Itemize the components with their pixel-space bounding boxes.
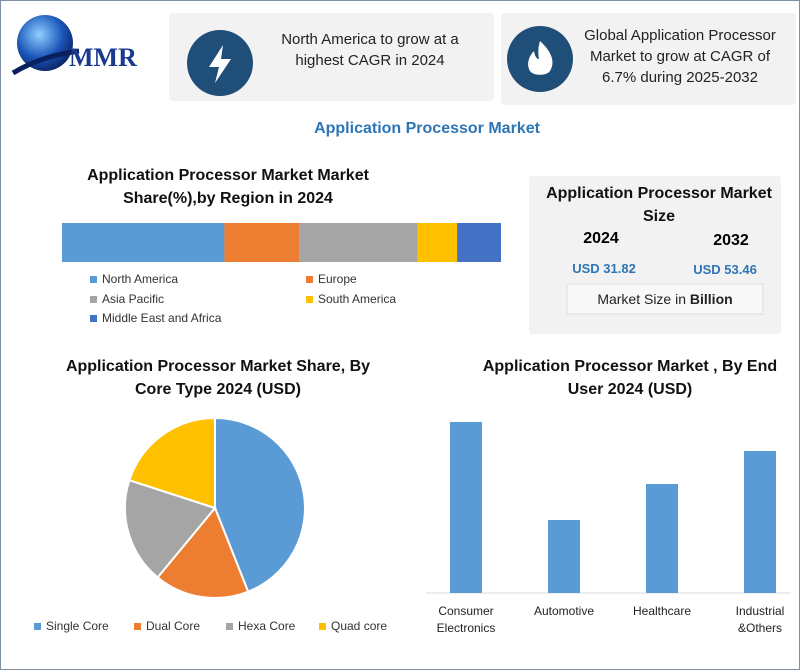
x-tick-label: Healthcare	[632, 604, 692, 618]
year: 2032	[713, 232, 749, 249]
bar-segment	[224, 223, 300, 262]
bar	[450, 422, 482, 593]
x-tick-label: Industrial &Others	[735, 604, 785, 635]
legend-label: Quad core	[331, 619, 388, 633]
legend-swatch	[90, 295, 97, 303]
legend-label: Dual Core	[146, 619, 201, 633]
legend-label: South America	[318, 291, 397, 306]
x-tick-label: Automotive	[533, 604, 595, 618]
size-title: Application Processor Market Size	[546, 185, 772, 225]
bar-segment	[417, 223, 458, 262]
note-text: Market Size in	[597, 291, 687, 307]
legend-swatch	[319, 623, 326, 631]
legend-label: North America	[102, 272, 179, 286]
legend-swatch	[306, 276, 313, 284]
size-value: USD 53.46	[693, 262, 757, 277]
bar-segment	[457, 223, 501, 262]
logo-globe	[17, 15, 73, 71]
pie-slice	[128, 416, 216, 510]
card-text: North America to grow at a highest CAGR …	[281, 31, 459, 69]
x-tick-label: Consumer Electronics	[436, 604, 496, 635]
legend-swatch	[34, 623, 41, 631]
legend-item: North America	[90, 272, 178, 286]
legend-label: Hexa Core	[238, 619, 296, 633]
logo-text: MMR	[69, 43, 137, 72]
card	[501, 13, 796, 105]
pie-slice	[156, 506, 250, 599]
card-text: Global Application Processor Market to g…	[584, 27, 776, 86]
chart-title: Application Processor Market Market Shar…	[87, 167, 369, 207]
legend-item: South America	[306, 292, 396, 306]
legend-label: Single Core	[46, 619, 109, 633]
year: 2024	[583, 230, 619, 247]
card	[169, 13, 494, 101]
legend-swatch	[90, 315, 97, 323]
pie-slice	[214, 416, 306, 593]
pie-slice	[124, 478, 217, 579]
bar	[646, 484, 678, 593]
legend-label: Europe	[318, 272, 357, 286]
legend-item: Middle East and Africa	[90, 311, 221, 325]
legend-swatch	[306, 295, 313, 303]
legend-item: Quad core	[319, 619, 387, 633]
legend-item: Dual Core	[134, 619, 200, 633]
bar-segment	[62, 223, 225, 262]
legend-label: Middle East and Africa	[102, 311, 222, 325]
bar	[744, 451, 776, 593]
legend-item: Europe	[306, 272, 357, 286]
flame-icon	[528, 41, 553, 75]
legend-item: Hexa Core	[226, 619, 295, 633]
note-box	[566, 283, 764, 315]
note-unit: Billion	[689, 291, 733, 307]
size-value: USD 31.82	[572, 261, 636, 276]
bar-segment	[299, 223, 418, 262]
legend-label: Asia Pacific	[102, 291, 165, 306]
bar	[548, 520, 580, 593]
page-title: Application Processor Market	[314, 120, 540, 137]
legend-swatch	[226, 623, 233, 631]
legend-swatch	[90, 276, 97, 284]
bolt-icon	[209, 45, 231, 83]
logo-swoosh	[11, 48, 80, 76]
legend-item: Single Core	[34, 619, 109, 633]
legend-item: Asia Pacific	[90, 292, 164, 306]
size-note: Market Size in Billion	[567, 291, 763, 307]
legend-swatch	[134, 623, 141, 631]
chart-title: Application Processor Market Share, By C…	[65, 358, 371, 398]
chart-title: Application Processor Market , By End Us…	[482, 358, 778, 398]
